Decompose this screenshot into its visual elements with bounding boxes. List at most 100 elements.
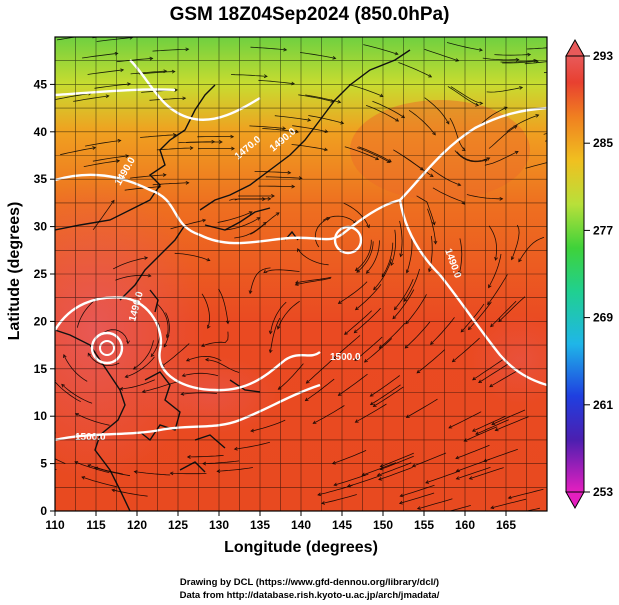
streamline-arrowhead [157, 184, 162, 189]
streamline [120, 379, 155, 390]
streamline [133, 340, 154, 370]
streamline-arrowhead [432, 221, 436, 226]
streamline-arrowhead [219, 140, 223, 144]
streamline [73, 95, 109, 102]
streamline-arrowhead [87, 352, 92, 357]
colorbar-tick-label: 253 [593, 485, 613, 499]
streamline-arrowhead [230, 134, 235, 139]
streamline [489, 368, 522, 388]
streamline-arrowhead [189, 146, 194, 150]
streamline-arrowhead [248, 290, 253, 295]
streamline [381, 242, 394, 277]
streamline-arrowhead [119, 386, 124, 391]
streamline [393, 149, 424, 171]
streamline-arrowhead [353, 329, 358, 334]
streamline-arrowhead [171, 69, 176, 74]
streamline-arrowhead [451, 358, 456, 363]
streamline-arrowhead [267, 196, 272, 201]
streamline [269, 317, 281, 353]
streamline [152, 182, 189, 186]
streamline-arrowhead [366, 224, 370, 229]
streamline [464, 426, 498, 442]
streamline-arrowhead [419, 166, 424, 171]
streamline-arrowhead [489, 383, 494, 388]
streamline [263, 269, 300, 273]
colorbar-tick-label: 269 [593, 311, 613, 325]
streamline [63, 354, 88, 382]
streamline [83, 160, 120, 167]
streamline-arrowhead [116, 159, 121, 163]
x-tick-label: 110 [45, 518, 65, 532]
streamline [92, 155, 129, 162]
y-tick-label: 25 [34, 267, 48, 281]
x-tick-label: 140 [291, 518, 311, 532]
streamline [156, 147, 193, 151]
y-tick-label: 45 [34, 77, 48, 91]
streamline [297, 248, 329, 266]
streamline-arrowhead [275, 212, 280, 216]
streamline-arrowhead [150, 353, 155, 358]
y-axis-title: Latitude (degrees) [6, 201, 23, 341]
streamline [170, 219, 206, 230]
streamline [258, 185, 295, 187]
streamline-arrowhead [514, 150, 519, 155]
streamline-arrowhead [468, 476, 473, 480]
streamline-arrowhead [332, 355, 337, 360]
streamline [427, 208, 436, 244]
streamline [161, 343, 190, 367]
streamline-arrowhead [491, 421, 496, 426]
streamline-arrowhead [90, 33, 93, 36]
streamline-arrowhead [381, 273, 386, 278]
streamline [305, 378, 335, 402]
streamline [344, 146, 379, 160]
contour-label: 1500.0 [330, 352, 361, 363]
streamline [484, 151, 519, 166]
streamline [76, 298, 98, 328]
streamline-arrowhead [117, 138, 122, 143]
streamline [495, 416, 529, 431]
streamline-arrowhead [180, 392, 185, 396]
streamline-arrowhead [268, 330, 273, 335]
streamline [355, 403, 387, 423]
streamline [125, 356, 155, 378]
map-grid [55, 37, 547, 511]
streamline [380, 452, 414, 467]
streamline [370, 384, 401, 405]
streamline [92, 200, 115, 231]
streamline-arrowhead [174, 88, 178, 92]
streamline-arrowhead [398, 500, 403, 505]
streamline-arrowhead [63, 354, 67, 359]
colorbar-tick-label: 293 [593, 49, 613, 63]
streamline-arrowhead [393, 306, 398, 311]
streamline-arrowhead [144, 256, 149, 260]
streamline-arrowhead [126, 340, 130, 345]
streamline-arrowhead [379, 463, 384, 468]
streamline-arrowhead [111, 199, 115, 204]
streamline-arrowhead [149, 56, 154, 61]
streamline [295, 276, 332, 284]
streamline [152, 48, 189, 52]
streamline [313, 405, 345, 424]
x-tick-label: 120 [127, 518, 147, 532]
streamline [249, 267, 271, 294]
streamline [363, 44, 399, 55]
streamline [87, 353, 120, 367]
streamline-arrowhead [333, 482, 338, 487]
streamline [450, 86, 483, 104]
streamline-arrowhead [321, 501, 326, 505]
streamline-arrowhead [147, 273, 152, 278]
streamline-arrowhead [124, 374, 129, 379]
streamline [483, 448, 518, 462]
streamline-arrowhead [263, 74, 268, 79]
streamline [430, 317, 455, 345]
streamline [424, 97, 450, 125]
streamline [488, 253, 502, 288]
streamline-arrowhead [510, 256, 515, 261]
x-tick-label: 125 [168, 518, 188, 532]
streamline [416, 195, 435, 225]
streamline [250, 212, 280, 235]
streamline [314, 217, 330, 248]
streamline [425, 470, 461, 484]
streamline-arrowhead [460, 328, 465, 333]
streamline [112, 489, 148, 497]
